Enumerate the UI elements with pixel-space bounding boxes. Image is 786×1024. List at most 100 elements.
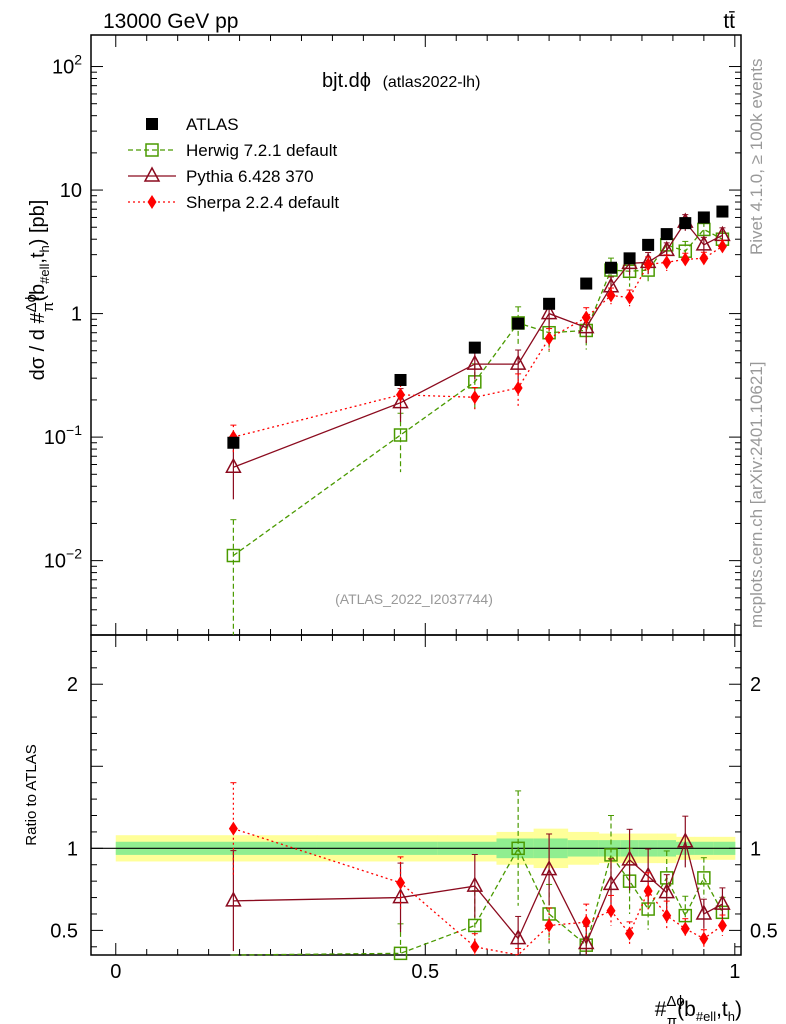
x-tick-label: 0: [110, 961, 121, 983]
y-axis-label-ratio-text: Ratio to ATLAS: [23, 744, 40, 845]
data-point-atlas: [512, 317, 525, 330]
legend: ATLAS Herwig 7.2.1 default Pythia 6.428 37…: [128, 115, 339, 212]
process-label: tt̄: [723, 10, 735, 33]
energy-label: 13000 GeV pp: [103, 10, 238, 33]
ratio-point-pythia-6-428-370: [540, 860, 558, 876]
y-tick-label-ratio-right: 0.5: [750, 920, 778, 942]
data-point-herwig-7-2-1-default: [226, 548, 241, 563]
y-tick-label-main: 10−2: [44, 546, 82, 573]
y-tick-label-ratio: 1: [67, 838, 78, 860]
rivet-version-label: Rivet 4.1.0, ≥ 100k events: [747, 59, 766, 255]
ratio-point-sherpa-2-2-4-default: [643, 884, 653, 898]
ratio-point-pythia-6-428-370: [695, 904, 713, 920]
ratio-point-sherpa-2-2-4-default: [606, 903, 616, 918]
data-point-sherpa-2-2-4-default: [544, 331, 554, 346]
ratio-point-pythia-6-428-370: [225, 891, 242, 907]
main-series: [225, 205, 731, 635]
ratio-point-sherpa-2-2-4-default: [544, 918, 554, 933]
data-point-atlas: [468, 341, 481, 354]
y-tick-label-ratio-right: 1: [750, 838, 761, 860]
y-axis-label-main: dσ / d #Δϕπ(b#ell,th) [pb]: [23, 200, 57, 381]
ratio-point-sherpa-2-2-4-default: [699, 931, 709, 946]
ratio-point-sherpa-2-2-4-default: [625, 926, 635, 941]
data-point-pythia-6-428-370: [540, 303, 558, 320]
series-pythia-6-428-370: [225, 212, 731, 500]
data-point-sherpa-2-2-4-default: [680, 252, 690, 267]
data-point-sherpa-2-2-4-default: [606, 288, 616, 303]
ratio-point-sherpa-2-2-4-default: [581, 915, 591, 930]
x-axis-label: #Δϕ π(b#ell,th): [655, 993, 742, 1024]
chart-title: bjt.dϕ (atlas2022-lh): [322, 70, 480, 92]
y-tick-label-main: 102: [52, 52, 82, 79]
data-point-sherpa-2-2-4-default: [513, 380, 523, 395]
ratio-point-sherpa-2-2-4-default: [662, 908, 672, 923]
ratio-point-herwig-7-2-1-default: [393, 946, 408, 961]
data-point-atlas: [580, 277, 593, 290]
ratio-point-herwig-7-2-1-default: [468, 918, 482, 933]
ratio-point-sherpa-2-2-4-default: [396, 875, 406, 890]
x-tick-label: 0.5: [411, 961, 439, 983]
ratio-plot-frame: [90, 634, 742, 956]
series-line-herwig-7-2-1-default: [233, 228, 723, 557]
data-point-sherpa-2-2-4-default: [581, 310, 591, 325]
y-tick-labels-main: 10−2 10−1 1 10 102: [44, 52, 82, 573]
data-point-sherpa-2-2-4-default: [717, 239, 727, 254]
ratio-point-pythia-6-428-370: [714, 894, 731, 910]
x-tick-labels: 0 0.5 1: [110, 961, 740, 983]
ratio-point-sherpa-2-2-4-default: [228, 821, 238, 836]
legend-item-herwig-7-2-1-default: Herwig 7.2.1 default: [128, 141, 337, 160]
y-axis-label-ratio: Ratio to ATLAS: [23, 744, 40, 845]
analysis-watermark: (ATLAS_2022_I2037744): [335, 591, 493, 607]
axis-ticks: [91, 35, 741, 955]
ratio-point-pythia-6-428-370: [577, 933, 595, 950]
ratio-point-herwig-7-2-1-default: [511, 841, 525, 856]
data-point-atlas: [642, 238, 655, 251]
ratio-series: [225, 782, 731, 961]
legend-item-pythia-6-428-370: Pythia 6.428 370: [128, 166, 314, 186]
ratio-point-pythia-6-428-370: [509, 929, 527, 945]
data-point-atlas: [679, 217, 692, 230]
legend-item-atlas: ATLAS: [146, 115, 239, 134]
data-point-sherpa-2-2-4-default: [470, 390, 480, 405]
y-tick-label-ratio: 2: [67, 674, 78, 696]
legend-marker: [145, 143, 159, 157]
data-point-atlas: [623, 252, 636, 265]
legend-label: Pythia 6.428 370: [186, 167, 314, 186]
data-point-atlas: [227, 436, 240, 449]
y-tick-label-main: 10: [60, 180, 82, 202]
ratio-point-sherpa-2-2-4-default: [717, 918, 727, 933]
chart-title-main: bjt.dϕ: [322, 70, 371, 92]
data-point-atlas: [716, 205, 729, 218]
legend-marker: [146, 118, 158, 130]
ratio-point-pythia-6-428-370: [621, 850, 638, 866]
y-tick-label-ratio: 0.5: [50, 920, 78, 942]
ratio-series-herwig-7-2-1-default: [230, 790, 730, 961]
ratio-line-herwig-7-2-1-default: [233, 846, 724, 956]
y-tick-label-main: 1: [71, 304, 82, 326]
data-point-pythia-6-428-370: [509, 354, 527, 370]
ratio-point-herwig-7-2-1-default: [678, 908, 693, 923]
legend-marker: [143, 166, 161, 182]
ratio-point-herwig-7-2-1-default: [697, 871, 711, 885]
data-point-atlas: [605, 261, 617, 274]
ratio-series-sherpa-2-2-4-default: [228, 782, 727, 956]
series-atlas: [227, 205, 729, 449]
data-point-sherpa-2-2-4-default: [662, 255, 672, 270]
data-point-sherpa-2-2-4-default: [699, 251, 709, 266]
ratio-point-pythia-6-428-370: [602, 874, 620, 891]
data-point-pythia-6-428-370: [577, 318, 595, 334]
ratio-point-pythia-6-428-370: [677, 832, 694, 848]
data-point-atlas: [660, 228, 673, 241]
ratio-point-pythia-6-428-370: [658, 883, 675, 899]
data-point-sherpa-2-2-4-default: [625, 290, 635, 305]
data-point-pythia-6-428-370: [466, 354, 484, 370]
legend-label: ATLAS: [186, 115, 239, 134]
legend-label: Herwig 7.2.1 default: [186, 141, 337, 160]
ratio-point-sherpa-2-2-4-default: [680, 921, 690, 936]
legend-label: Sherpa 2.2.4 default: [186, 193, 339, 212]
y-tick-label-main: 10−1: [44, 422, 82, 449]
y-tick-labels-ratio: 0.5 0.5 1 1 2 2: [50, 674, 778, 942]
data-point-pythia-6-428-370: [695, 235, 713, 251]
y-axis-label-main-text: dσ / d #Δϕπ(b#ell,th) [pb]: [23, 200, 57, 381]
